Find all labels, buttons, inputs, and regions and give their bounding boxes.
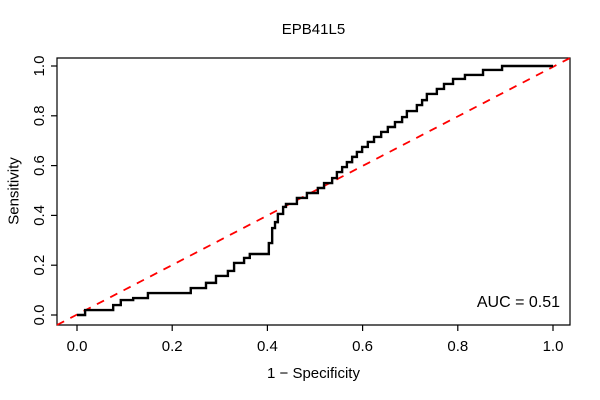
x-tick-label: 0.8	[447, 338, 468, 355]
y-axis-ticks: 0.0 0.2 0.4 0.6 0.8 1.0	[31, 56, 57, 326]
x-tick-label: 0.2	[162, 338, 183, 355]
plot-border	[56, 57, 571, 326]
y-tick-label: 0.0	[31, 305, 48, 326]
x-tick-label: 0.6	[352, 338, 373, 355]
y-tick-label: 0.2	[31, 255, 48, 276]
x-tick-label: 1.0	[543, 338, 564, 355]
x-tick-label: 0.4	[257, 338, 278, 355]
y-tick-label: 0.8	[31, 105, 48, 126]
chance-diagonal	[56, 57, 571, 326]
roc-curve	[77, 64, 553, 317]
y-tick-label: 1.0	[31, 56, 48, 77]
y-axis-label: Sensitivity	[5, 157, 23, 225]
x-axis-ticks: 0.0 0.2 0.4 0.6 0.8 1.0	[67, 325, 564, 355]
x-tick-label: 0.0	[67, 338, 88, 355]
chart-title: EPB41L5	[281, 21, 346, 38]
y-tick-label: 0.6	[31, 155, 48, 176]
auc-annotation: AUC = 0.51	[476, 294, 560, 311]
x-axis-label: 1 − Specificity	[267, 365, 360, 382]
y-tick-label: 0.4	[31, 205, 48, 226]
